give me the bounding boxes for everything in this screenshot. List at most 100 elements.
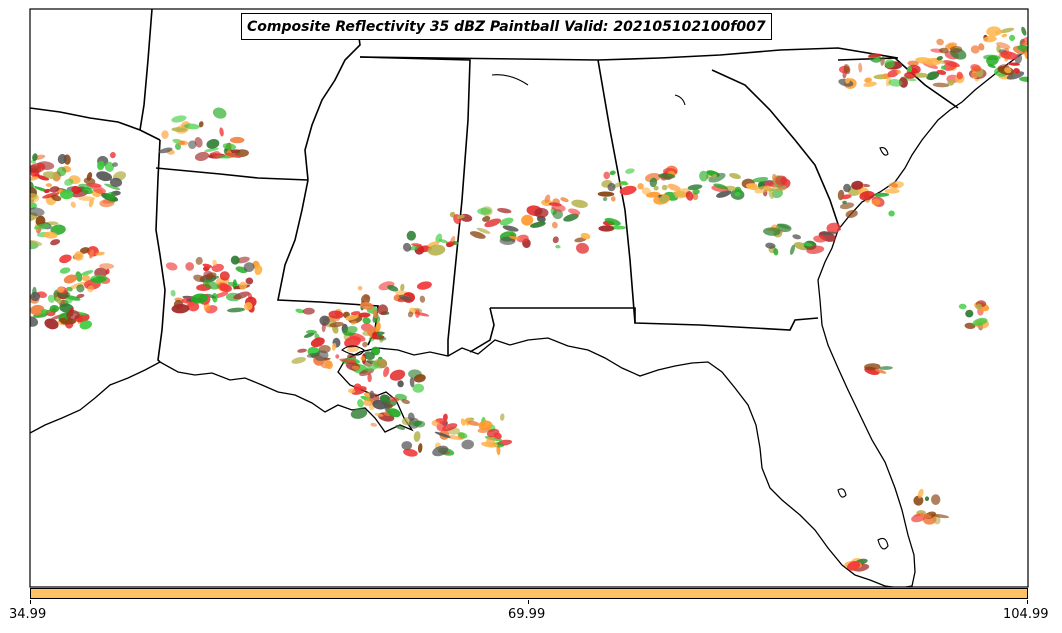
storm-cell [904,71,916,79]
storm-cell [63,274,77,284]
storm-cell [708,172,726,183]
storm-cell [978,43,985,51]
storm-cell [597,191,615,197]
storm-cell [560,197,569,203]
storm-cell [460,418,466,426]
storm-cell [359,301,374,310]
storm-cell [30,316,39,327]
storm-cell [79,247,90,254]
storm-cell [747,183,757,189]
storm-cell [75,271,83,282]
storm-cell [99,263,114,270]
storm-cell [1004,67,1012,74]
storm-cell [291,356,306,364]
storm-cell [32,153,38,162]
storm-cell [873,192,890,197]
storm-cell [858,62,863,73]
colorbar-tick-mark [528,600,529,604]
storm-cell [839,202,855,210]
storm-cell [602,196,608,202]
storm-cell [637,183,644,190]
storm-cell [414,420,426,428]
storm-cell [205,293,217,299]
storm-cell [772,183,787,192]
storm-cell [244,302,253,311]
storm-cell [161,130,169,139]
storm-cell [362,317,371,325]
storm-cell [456,214,465,219]
storm-cell [432,445,449,457]
storm-cell [198,121,204,128]
storm-cell [360,355,366,361]
storm-cell [171,127,188,132]
storm-cell [763,227,781,236]
storm-cell [230,136,245,144]
storm-cell [187,301,200,312]
storm-cell [434,431,451,438]
storm-cell [374,413,384,417]
storm-cell [362,341,368,348]
storm-cell [348,388,356,394]
storm-cell [792,234,802,240]
storm-cell [177,140,189,146]
storm-cell [375,322,381,333]
storm-cell [370,422,378,427]
storm-cell [243,262,255,273]
storm-cell [516,234,529,243]
storm-cell [872,57,881,62]
storm-cell [1009,34,1016,41]
storm-cell [219,283,232,293]
storm-cell [773,248,779,256]
storm-cell [407,412,415,421]
storm-cell [913,495,924,506]
storm-cell [66,309,80,321]
storm-cell [1001,33,1008,38]
storm-cell [395,424,406,430]
storm-cell [882,73,889,80]
storm-cell [914,72,929,78]
storm-cell [610,196,616,202]
storm-cell [469,231,486,239]
storm-cell [888,79,903,87]
storm-cell [826,222,841,234]
storm-cell [790,244,795,255]
storm-cell [888,210,895,217]
storm-cell [729,172,741,180]
storm-cell [863,81,877,87]
storm-cell [206,272,217,278]
storm-cell [47,294,55,303]
storm-cell [775,175,788,186]
storm-cell [105,268,110,275]
storm-cell [325,360,333,370]
storm-cell [544,194,551,204]
storm-cell [342,326,358,336]
storm-cell [996,42,1011,50]
storm-cell [230,255,240,265]
storm-cell [92,186,106,194]
storm-cell [958,303,967,310]
storm-cell [956,71,963,80]
storm-cell [306,352,320,358]
storm-cell [427,241,440,248]
storm-cell [847,561,861,571]
storm-cell [90,276,107,283]
storm-cell [60,189,74,200]
storm-cell [625,168,635,174]
storm-cell [397,380,404,388]
storm-cell [936,69,947,75]
storm-cell [576,242,589,254]
storm-cell [321,322,326,333]
storm-cell [350,408,368,419]
storm-cell [45,183,53,187]
storm-cell [310,337,325,348]
storm-cell [972,317,988,326]
storm-cell [845,209,858,218]
storm-cell [50,224,66,235]
storm-cell [406,230,417,241]
storm-cell [351,365,361,371]
storm-cell [521,214,534,226]
storm-cell [926,71,940,81]
colorbar-tick-max: 104.99 [1003,607,1049,622]
storm-cell [206,138,220,149]
storm-cell [467,420,480,426]
